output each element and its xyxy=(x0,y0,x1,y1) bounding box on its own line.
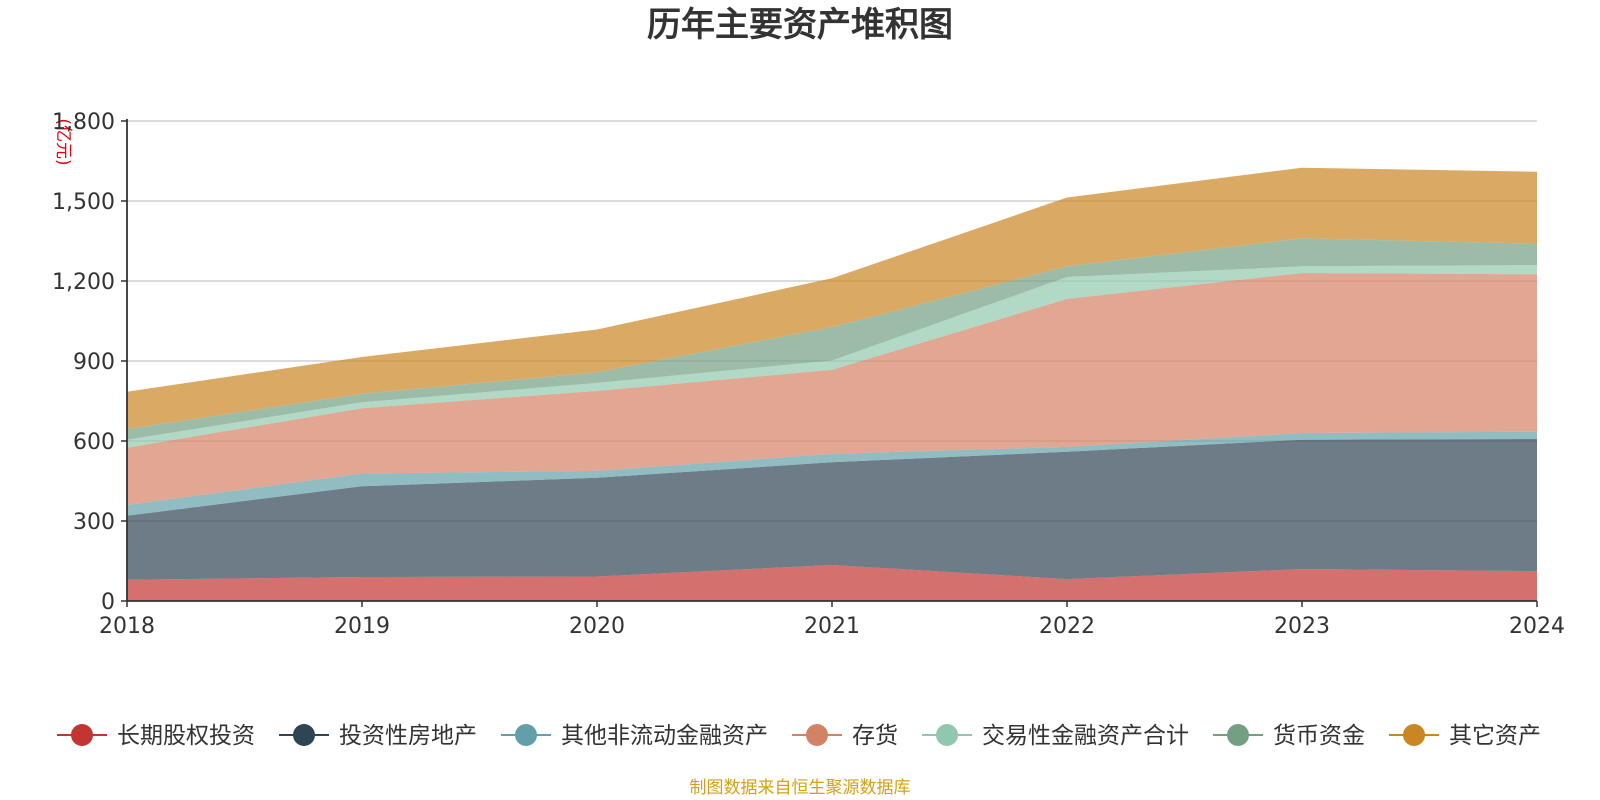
x-tick-label: 2018 xyxy=(99,614,155,639)
legend-item-7[interactable]: 其它资产 xyxy=(1389,723,1541,749)
legend-label: 交易性金融资产合计 xyxy=(982,723,1189,749)
legend-circle-marker xyxy=(1403,724,1425,746)
legend-label: 存货 xyxy=(852,723,898,749)
x-tick-label: 2021 xyxy=(804,614,860,639)
area-series-1 xyxy=(127,565,1537,601)
chart-title: 历年主要资产堆积图 xyxy=(647,5,953,45)
legend-label: 其它资产 xyxy=(1449,723,1541,749)
x-tick-label: 2024 xyxy=(1509,614,1565,639)
legend-item-2[interactable]: 投资性房地产 xyxy=(279,723,477,749)
legend-circle-marker xyxy=(515,724,537,746)
y-tick-label: 1,200 xyxy=(52,270,115,295)
y-tick-label: 600 xyxy=(73,430,115,455)
x-tick-label: 2019 xyxy=(334,614,390,639)
data-source-note: 制图数据来自恒生聚源数据库 xyxy=(690,778,911,798)
legend-item-3[interactable]: 其他非流动金融资产 xyxy=(501,723,768,749)
y-tick-label: 0 xyxy=(101,590,115,615)
legend-circle-marker xyxy=(1227,724,1249,746)
legend-item-6[interactable]: 货币资金 xyxy=(1213,723,1365,749)
x-tick-label: 2020 xyxy=(569,614,625,639)
area-series-6 xyxy=(127,238,1537,440)
legend-label: 投资性房地产 xyxy=(339,723,477,749)
y-tick-label: 1,800 xyxy=(52,110,115,135)
legend-circle-marker xyxy=(936,724,958,746)
area-series-3 xyxy=(127,431,1537,516)
legend: 长期股权投资 投资性房地产 其他非流动金融资产 存货 交易性金融资产合计 货币资金 其它资产 xyxy=(57,723,1541,749)
area-series-7 xyxy=(127,167,1537,429)
y-tick-label: 900 xyxy=(73,350,115,375)
x-tick-label: 2022 xyxy=(1039,614,1095,639)
y-tick-label: 300 xyxy=(73,510,115,535)
area-series xyxy=(127,167,1537,601)
x-tick-label: 2023 xyxy=(1274,614,1330,639)
legend-circle-marker xyxy=(806,724,828,746)
y-axis-unit-label: (亿元) xyxy=(53,118,73,165)
y-tick-label: 1,500 xyxy=(52,190,115,215)
area-series-2 xyxy=(127,438,1537,580)
axes: 0 300 600 900 1,200 1,500 1,800 2018 2019 2020 202… xyxy=(52,110,1565,639)
legend-label: 其他非流动金融资产 xyxy=(561,723,768,749)
legend-item-1[interactable]: 长期股权投资 xyxy=(57,723,255,749)
legend-circle-marker xyxy=(293,724,315,746)
area-series-4 xyxy=(127,273,1537,505)
legend-label: 长期股权投资 xyxy=(117,723,255,749)
legend-circle-marker xyxy=(71,724,93,746)
legend-label: 货币资金 xyxy=(1273,723,1365,749)
legend-item-4[interactable]: 存货 xyxy=(792,723,898,749)
legend-item-5[interactable]: 交易性金融资产合计 xyxy=(922,723,1189,749)
